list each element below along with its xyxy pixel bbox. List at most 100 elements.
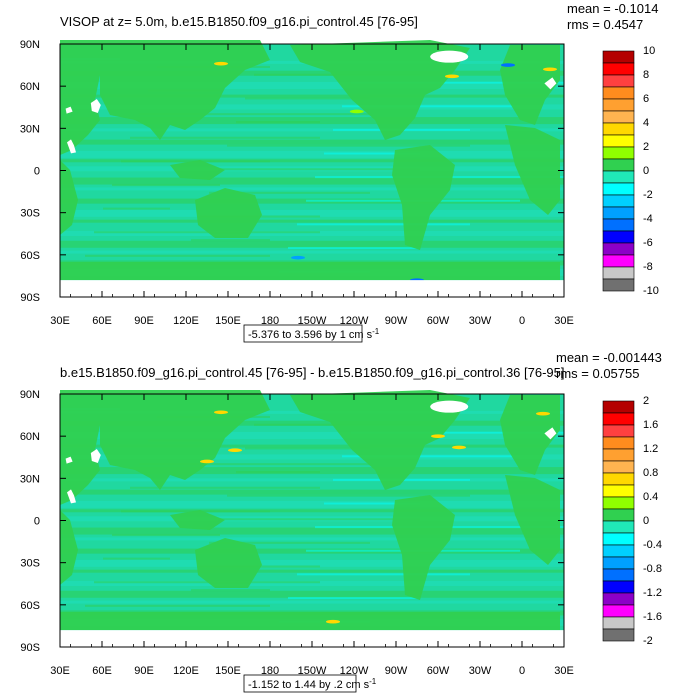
contour-band [60,500,564,508]
range-note-box: -1.152 to 1.44 by .2 cm s-1 [243,674,377,693]
red-sea-mask [67,489,76,504]
contour-streak [245,97,370,100]
contour-band [60,94,564,98]
colorbar-swatch [602,146,635,160]
black-sea-mask [65,106,73,114]
colorbar-swatch [602,170,635,184]
x-tick-label: 30E [554,665,574,677]
colorbar-swatch [602,436,635,450]
contour-band [60,569,564,573]
contour-streak [130,136,320,139]
x-tick-label: 60E [92,315,112,327]
contour-band [60,159,564,163]
colorbar: 2 1.6 1.2 0.8 0.4 0 -0.4 -0.8 -1.2 -1.6 -2 [602,395,662,647]
caspian-mask [90,99,101,114]
x-tick-label: 90E [134,665,154,677]
contour-streak [130,486,320,489]
baltic-mask [544,427,557,440]
colorbar-label: 2 [643,395,649,407]
contour-band [60,128,564,132]
colorbar-label: -8 [643,261,653,273]
contour-streak [342,455,520,458]
contour-streak [139,463,370,466]
contour-band [60,444,564,448]
colorbar-label: 0.8 [643,467,658,479]
contour-band [60,527,564,535]
colorbar-swatch [602,496,635,510]
colorbar: 10 8 6 4 2 0 -2 -4 -6 -8 -10 [602,45,659,297]
contour-band [60,431,564,439]
colorbar-label: 0 [643,165,649,177]
colorbar-swatch [602,266,635,280]
contour-streak [112,533,220,536]
colorbar-swatch [602,508,635,522]
anomaly-spot [326,619,340,624]
colorbar-swatch [602,122,635,136]
contour-band [60,478,564,482]
contour-band [60,150,564,158]
colorbar-swatch [602,616,635,630]
contour-band [60,219,564,223]
mean-label: mean = -0.1014 [567,1,658,16]
contour-streak [227,494,470,497]
colorbar-swatch [602,532,635,546]
x-tick-label: 0 [519,665,525,677]
contour-band [60,537,564,541]
contour-streak [191,589,270,592]
colorbar-label: -2 [643,635,653,647]
map-area: 30E 60E 90E 120E 150E 180 150W 120W 90W 60W 30W 0 30… [20,39,574,327]
colorbar-swatch [602,520,635,534]
land-mask [60,40,560,280]
land-north-america [290,390,470,490]
y-tick-label: 30S [20,558,40,570]
anomaly-spot [349,109,364,114]
contour-band [60,467,564,475]
anomaly-spot [501,63,515,67]
land-africa-europe [60,390,100,505]
contour-band [60,590,564,598]
caspian-mask [90,449,101,464]
colorbar-label: -0.4 [643,539,662,551]
anomaly-spot [228,448,242,453]
y-tick-label: 0 [34,516,40,528]
x-tick-label: 90E [134,315,154,327]
colorbar-label: -6 [643,237,653,249]
contour-band [60,250,564,254]
colorbar-label: -1.2 [643,587,662,599]
contour-band [60,509,564,513]
range-note: -5.376 to 3.596 by 1 cm s-1 [248,327,380,341]
anomaly-spots [214,61,557,282]
anomaly-spot [431,434,445,438]
x-tick-label: 60W [427,665,450,677]
contour-streak [297,573,470,576]
contour-streak [324,502,420,505]
contour-streak [209,541,370,544]
colorbar-swatch [602,424,635,438]
colorbar-swatch [602,62,635,76]
contour-streak [245,447,370,450]
contour-streak [236,471,320,474]
colorbar-swatch [602,254,635,268]
contour-streak [324,152,420,155]
x-axis: 30E 60E 90E 120E 150E 180 150W 120W 90W 60W 30W 0 30… [50,394,574,677]
contour-streak [297,223,470,226]
colorbar-label: 4 [643,117,649,129]
colorbar-label: -10 [643,285,659,297]
contour-streak [191,239,270,242]
contour-streak [227,144,470,147]
colorbar-label: -4 [643,213,653,225]
y-tick-label: 60N [20,81,40,93]
mean-label: mean = -0.001443 [556,350,662,365]
plot-title: b.e15.B1850.f09_g16.pi_control.45 [76-95… [60,365,565,380]
contour-band [60,81,564,89]
colorbar-swatch [602,400,635,414]
colorbar-swatch [602,242,635,256]
range-note: -1.152 to 1.44 by .2 cm s-1 [248,677,377,691]
colorbar-swatch [602,86,635,100]
contour-streak [209,191,370,194]
y-tick-label: 90S [20,292,40,304]
anomaly-spot [543,67,557,72]
colorbar-label: 10 [643,45,655,57]
x-tick-label: 120E [173,315,199,327]
